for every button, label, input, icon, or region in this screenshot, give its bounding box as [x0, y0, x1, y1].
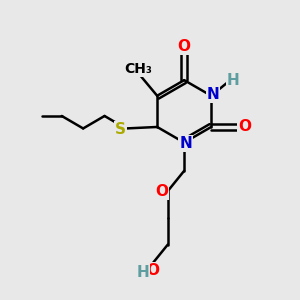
Text: N: N [179, 136, 192, 151]
Text: CH₃: CH₃ [124, 62, 152, 76]
Text: N: N [207, 87, 219, 102]
Text: O: O [146, 262, 160, 278]
Text: S: S [115, 122, 126, 136]
Text: H: H [136, 265, 149, 280]
Text: O: O [238, 119, 251, 134]
Text: O: O [178, 39, 191, 54]
Text: O: O [155, 184, 168, 199]
Text: H: H [226, 73, 239, 88]
